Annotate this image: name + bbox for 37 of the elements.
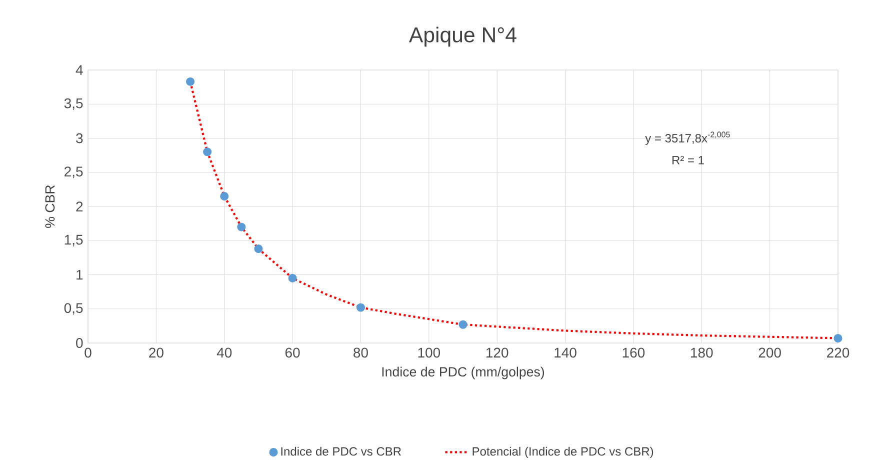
x-tick-label: 120 — [486, 348, 508, 358]
legend-label: Indice de PDC vs CBR — [281, 446, 401, 456]
chart-title: Apique N°4 — [408, 26, 516, 47]
point — [186, 77, 195, 86]
x-tick-label: 80 — [354, 348, 368, 358]
y-axis-title: % CBR — [45, 185, 55, 228]
x-tick-label: 200 — [758, 348, 781, 358]
y-tick-label: 2,5 — [64, 166, 83, 178]
x-tick-label: 40 — [216, 348, 232, 358]
point — [220, 192, 229, 201]
point — [834, 334, 842, 342]
point — [254, 244, 263, 254]
point — [203, 148, 212, 156]
y-tick-label: 3 — [76, 133, 83, 144]
x-tick-label: 180 — [691, 348, 713, 358]
y-tick-label: 2 — [76, 202, 83, 212]
point — [288, 274, 297, 282]
point — [458, 320, 468, 329]
y-tick-label: 0 — [76, 338, 83, 348]
x-tick-label: 0 — [84, 348, 92, 358]
x-axis-title: Indice de PDC (mm/golpes) — [382, 366, 544, 380]
point — [237, 222, 246, 232]
y-tick-label: 4 — [76, 65, 83, 75]
y-tick-label: 1 — [76, 270, 83, 280]
point — [356, 303, 365, 312]
x-tick-label: 100 — [418, 348, 440, 358]
annotation: y = 3517,8x$^{-2,005}$ — [645, 132, 730, 145]
x-tick-label: 20 — [149, 348, 164, 358]
legend-label: Potencial (Indice de PDC vs CBR) — [472, 446, 654, 458]
x-tick-label: 60 — [285, 348, 300, 358]
y-tick-label: 1,5 — [64, 234, 83, 246]
x-tick-label: 220 — [827, 348, 850, 358]
annotation: R² = 1 — [672, 156, 704, 164]
y-tick-label: 3,5 — [64, 98, 83, 110]
y-tick-label: 0,5 — [64, 303, 83, 315]
x-tick-label: 140 — [554, 348, 576, 358]
x-tick-label: 160 — [622, 348, 645, 358]
